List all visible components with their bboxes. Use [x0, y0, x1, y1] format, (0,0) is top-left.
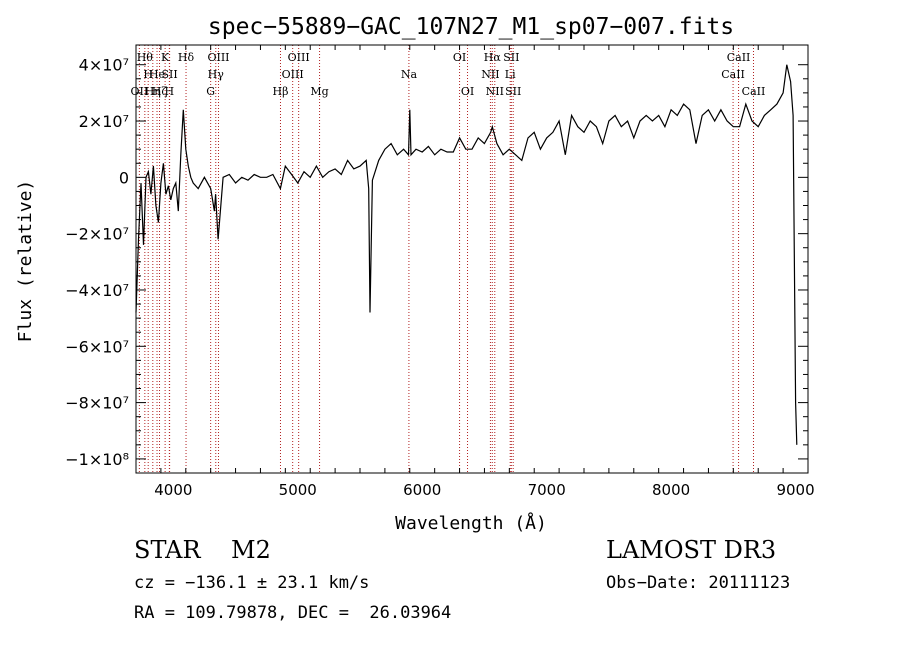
marker-label: CaII — [742, 85, 766, 98]
marker-label: SII — [161, 68, 177, 81]
marker-label: K — [161, 51, 170, 64]
marker-label: SII — [505, 85, 521, 98]
marker-label: H — [143, 68, 153, 81]
y-tick-label: −4×10⁷ — [65, 281, 129, 300]
object-classification: STAR M2 — [134, 536, 271, 564]
survey-name: LAMOST DR3 — [606, 536, 777, 564]
y-tick-label: 4×10⁷ — [79, 56, 129, 75]
y-tick-label: −8×10⁷ — [65, 394, 129, 413]
marker-label: OII — [131, 85, 149, 98]
y-tick-label: −1×10⁸ — [65, 450, 129, 469]
x-axis-ticks: 4000 5000 6000 7000 8000 9000 — [135, 45, 815, 499]
marker-label: Li — [505, 68, 516, 81]
marker-label: Hα — [484, 51, 502, 64]
marker-label: Hδ — [178, 51, 195, 64]
x-tick-label: 7000 — [528, 481, 566, 499]
marker-label: OIII — [282, 68, 304, 81]
observation-date: Obs−Date: 20111123 — [606, 573, 791, 593]
marker-label: OIII — [207, 51, 229, 64]
x-tick-label: 6000 — [403, 481, 441, 499]
x-tick-label: 4000 — [154, 481, 192, 499]
chart-title: spec−55889−GAC_107N27_M1_sp07−007.fits — [208, 14, 734, 40]
marker-label: CaII — [727, 51, 751, 64]
marker-label: Hη — [145, 85, 161, 98]
spectral-line-labels: OIIHθHHηHeHζKHSIIHδGHγOIIIHβOIIIOIIIMgNa… — [131, 51, 766, 98]
plot-frame — [135, 44, 809, 474]
spectral-line-markers — [138, 45, 754, 473]
coordinates: RA = 109.79878, DEC = 26.03964 — [134, 603, 452, 623]
y-axis-label: Flux (relative) — [15, 180, 36, 343]
marker-label: Hγ — [208, 68, 225, 81]
marker-label: OI — [461, 85, 474, 98]
marker-label: Hθ — [137, 51, 154, 64]
y-tick-label: −2×10⁷ — [65, 225, 129, 244]
marker-label: G — [206, 85, 215, 98]
marker-label: NII — [481, 68, 499, 81]
x-tick-label: 9000 — [776, 481, 814, 499]
marker-label: Na — [401, 68, 418, 81]
marker-label: H — [165, 85, 175, 98]
marker-label: Mg — [310, 85, 328, 98]
marker-label: NII — [486, 85, 504, 98]
marker-label: Hβ — [273, 85, 289, 98]
marker-label: CaII — [721, 68, 745, 81]
y-tick-label: 0 — [119, 168, 129, 187]
x-axis-label: Wavelength (Å) — [395, 512, 547, 534]
x-tick-label: 5000 — [279, 481, 317, 499]
spectrum-line — [135, 64, 798, 445]
y-tick-label: 2×10⁷ — [79, 112, 129, 131]
marker-label: SII — [503, 51, 519, 64]
marker-label: OI — [453, 51, 466, 64]
y-tick-label: −6×10⁷ — [65, 337, 129, 356]
marker-label: He — [149, 68, 165, 81]
y-axis-ticks: 4×10⁷ 2×10⁷ 0 −2×10⁷ −4×10⁷ −6×10⁷ −8×10⁷ −1×10… — [65, 56, 808, 469]
marker-label: Hζ — [152, 85, 168, 98]
redshift-velocity: cz = −136.1 ± 23.1 km/s — [134, 573, 370, 593]
marker-label: OIII — [288, 51, 310, 64]
x-tick-label: 8000 — [652, 481, 690, 499]
